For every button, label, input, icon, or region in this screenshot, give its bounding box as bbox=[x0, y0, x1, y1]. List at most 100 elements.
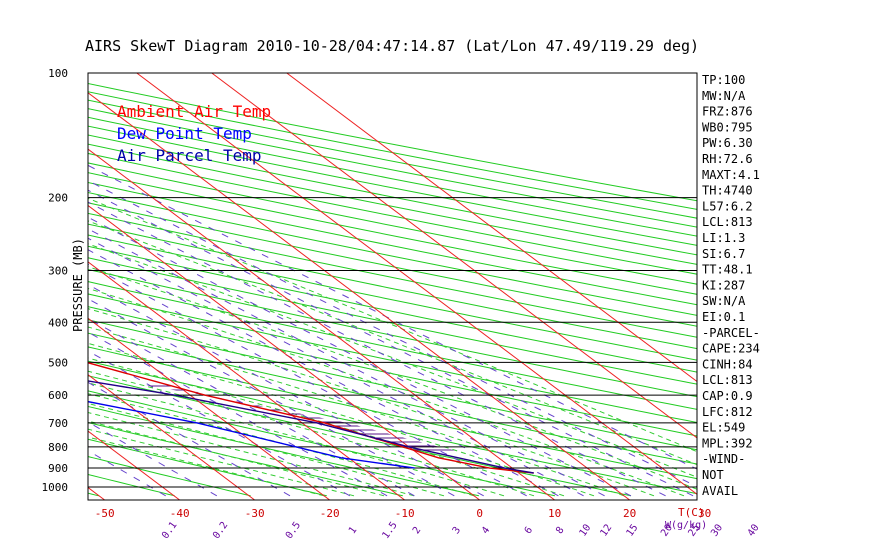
mixing-ratio-label: 12 bbox=[598, 522, 614, 538]
isotherm bbox=[88, 317, 330, 500]
dry-adiabat bbox=[88, 192, 697, 316]
pressure-tick: 200 bbox=[48, 192, 68, 205]
isotherm bbox=[286, 73, 697, 383]
index-item: FRZ:876 bbox=[702, 105, 753, 119]
mixing-ratio-label: 15 bbox=[625, 522, 641, 538]
bottom-temp-tick: -50 bbox=[95, 507, 115, 520]
index-item: PW:6.30 bbox=[702, 136, 753, 150]
mixing-ratio-label: 6 bbox=[523, 525, 535, 536]
dry-adiabat bbox=[88, 438, 327, 497]
index-item: CAPE:234 bbox=[702, 342, 760, 356]
bottom-temp-tick: -30 bbox=[245, 507, 265, 520]
index-item: EI:0.1 bbox=[702, 310, 745, 324]
parcel-temp-line bbox=[88, 380, 534, 474]
isotherm bbox=[88, 148, 555, 500]
mixing-ratio-label: 0.2 bbox=[211, 520, 230, 541]
dewpoint-line bbox=[88, 400, 415, 469]
index-item: LCL:813 bbox=[702, 373, 753, 387]
dry-adiabat bbox=[88, 375, 632, 497]
mixing-ratio-label: 0.1 bbox=[160, 520, 179, 541]
index-item: -WIND- bbox=[702, 452, 745, 466]
mixing-ratio-label: 0.5 bbox=[284, 520, 303, 541]
cape-hatch bbox=[129, 382, 460, 452]
mixing-ratio-label: 1.5 bbox=[380, 520, 399, 541]
dry-adiabat bbox=[88, 405, 480, 497]
mixing-ratio-label: 3 bbox=[451, 525, 463, 536]
index-item: MAXT:4.1 bbox=[702, 168, 760, 182]
index-item: TH:4740 bbox=[702, 184, 753, 198]
index-item: SW:N/A bbox=[702, 294, 746, 308]
dry-adiabat bbox=[88, 360, 697, 495]
index-item: MPL:392 bbox=[702, 436, 753, 450]
plot-frame bbox=[87, 72, 698, 501]
mixing-ratio-label: 30 bbox=[709, 522, 725, 538]
isotherm bbox=[136, 73, 697, 495]
dry-adiabat bbox=[88, 125, 697, 246]
mixing-ratio-label: 8 bbox=[554, 525, 566, 536]
chart-title: AIRS SkewT Diagram 2010-10-28/04:47:14.8… bbox=[85, 37, 699, 55]
dry-adiabat bbox=[88, 319, 697, 451]
mixing-ratio-label: 1 bbox=[347, 525, 359, 536]
dry-adiabat bbox=[88, 293, 697, 424]
pressure-tick: 600 bbox=[48, 389, 68, 402]
index-item: SI:6.7 bbox=[702, 247, 745, 261]
bottom-temp-tick: -40 bbox=[170, 507, 190, 520]
bottom-temp-tick: 10 bbox=[548, 507, 561, 520]
dry-adiabat bbox=[88, 181, 697, 306]
index-item: TP:100 bbox=[702, 73, 745, 87]
bottom-temp-tick: 30 bbox=[698, 507, 711, 520]
pressure-tick: 100 bbox=[48, 67, 68, 80]
index-item: LI:1.3 bbox=[702, 231, 745, 245]
mixing-unit-label: W(g/kg) bbox=[665, 520, 707, 531]
ambient-temp-line bbox=[88, 362, 534, 474]
isotherm bbox=[88, 261, 405, 500]
index-item: CAP:0.9 bbox=[702, 389, 753, 403]
pressure-tick: 500 bbox=[48, 356, 68, 369]
dry-adiabat bbox=[88, 422, 403, 497]
legend-entry: Dew Point Temp bbox=[117, 124, 252, 143]
dry-adiabat bbox=[88, 134, 697, 256]
mixing-ratio-label: 40 bbox=[746, 522, 762, 538]
mixing-ratio-line bbox=[88, 201, 666, 497]
y-axis-label: PRESSURE (MB) bbox=[71, 238, 85, 332]
index-item: -PARCEL- bbox=[702, 326, 760, 340]
temp-unit-label: T(C) bbox=[678, 506, 705, 519]
bottom-temp-tick: -20 bbox=[320, 507, 340, 520]
index-item: WB0:795 bbox=[702, 120, 753, 134]
isotherm bbox=[88, 204, 480, 500]
pressure-tick: 300 bbox=[48, 265, 68, 278]
index-item: L57:6.2 bbox=[702, 199, 753, 213]
dry-adiabat bbox=[88, 456, 251, 497]
bottom-temp-tick: 20 bbox=[623, 507, 636, 520]
mixing-ratio-label: 4 bbox=[480, 525, 492, 536]
dry-adiabat bbox=[88, 143, 697, 265]
bottom-temp-tick: 0 bbox=[476, 507, 483, 520]
pressure-tick: 900 bbox=[48, 462, 68, 475]
plot-area bbox=[0, 73, 697, 500]
legend-entry: Air Parcel Temp bbox=[117, 146, 262, 165]
mixing-ratio-label: 10 bbox=[578, 522, 594, 538]
index-item: AVAIL bbox=[702, 484, 738, 498]
bottom-temp-tick: -10 bbox=[395, 507, 415, 520]
pressure-tick: 1000 bbox=[42, 481, 69, 494]
mixing-ratio-label: 2 bbox=[411, 525, 423, 536]
pressure-tick: 800 bbox=[48, 441, 68, 454]
index-item: LCL:813 bbox=[702, 215, 753, 229]
index-item: CINH:84 bbox=[702, 357, 753, 371]
pressure-tick: 400 bbox=[48, 316, 68, 329]
dry-adiabat bbox=[88, 306, 697, 437]
isotherm bbox=[211, 73, 697, 439]
index-item: TT:48.1 bbox=[702, 263, 753, 277]
pressure-tick: 700 bbox=[48, 417, 68, 430]
dry-adiabat bbox=[88, 281, 697, 410]
dry-adiabat bbox=[88, 212, 697, 338]
dry-adiabat bbox=[88, 234, 697, 361]
dry-adiabat bbox=[88, 390, 556, 497]
index-item: RH:72.6 bbox=[702, 152, 753, 166]
mixing-ratio-line bbox=[88, 421, 218, 497]
isotherm bbox=[88, 486, 105, 500]
index-item: LFC:812 bbox=[702, 405, 753, 419]
dry-adiabat bbox=[0, 73, 23, 496]
legend-entry: Ambient Air Temp bbox=[117, 102, 271, 121]
